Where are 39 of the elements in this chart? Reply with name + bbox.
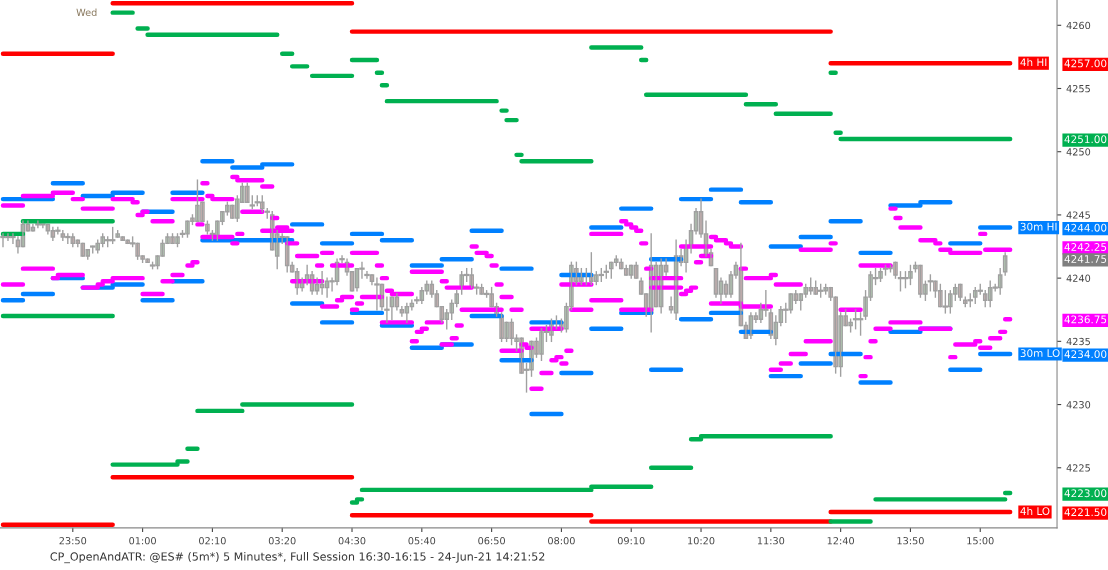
- y2-tick-label: 4244.00: [1064, 223, 1107, 232]
- y-tick-label: 4225: [1066, 464, 1090, 472]
- x-tick-label: 06:50: [478, 537, 505, 545]
- y2-tick-label: 4221.50: [1064, 508, 1107, 517]
- y-tick-label: 4235: [1066, 337, 1090, 346]
- x-tick-label: 11:30: [757, 537, 785, 545]
- text: CP_OpenAndATR: @ES# (5m*) 5 Minutes*, Full Session 16:30-16:15 - 24-Jun-21 14:21:52: [50, 552, 545, 564]
- annotation: 30m LO: [1020, 349, 1060, 358]
- x-tick-label: 03:20: [268, 537, 296, 545]
- annotation: 4h LO: [1020, 506, 1050, 516]
- x-tick-label: 23:50: [59, 537, 87, 545]
- x-tick-label: 12:40: [827, 537, 854, 545]
- x-tick-label: 09:10: [617, 537, 645, 545]
- x-tick-label: 02:10: [199, 537, 226, 545]
- x-tick-label: 13:50: [897, 537, 924, 545]
- candlestick: [374, 277, 380, 311]
- y2-tick-label: 4242.25: [1064, 243, 1107, 251]
- y2-tick-label: 4251.00: [1064, 135, 1107, 144]
- y-tick-label: 4250: [1066, 148, 1091, 156]
- y-tick-label: 4240: [1066, 274, 1091, 282]
- x-tick-label: 08:00: [548, 537, 575, 545]
- annotation: 30m HI: [1020, 222, 1057, 231]
- x-tick-label: 04:30: [338, 537, 366, 545]
- y2-tick-label: 4257.00: [1064, 59, 1107, 68]
- candlestick: [65, 233, 71, 245]
- y2-tick-label: 4236.75: [1064, 315, 1107, 324]
- y-tick-label: 4255: [1066, 84, 1090, 93]
- y-tick-label: 4260: [1066, 21, 1091, 30]
- y-tick-label: 4245: [1066, 211, 1090, 219]
- x-tick-label: 10:20: [688, 537, 715, 545]
- y-tick-label: 4230: [1066, 401, 1091, 409]
- y2-tick-label: 4223.00: [1064, 489, 1107, 498]
- y2-tick-label: 4234.00: [1064, 350, 1107, 359]
- x-tick-label: 01:00: [129, 537, 156, 545]
- y2-tick-label: 4241.75: [1064, 255, 1107, 263]
- annotation: Wed: [76, 8, 97, 17]
- annotation: 4h HI: [1020, 58, 1047, 67]
- x-tick-label: 15:00: [967, 537, 994, 545]
- x-tick-label: 05:40: [408, 537, 436, 545]
